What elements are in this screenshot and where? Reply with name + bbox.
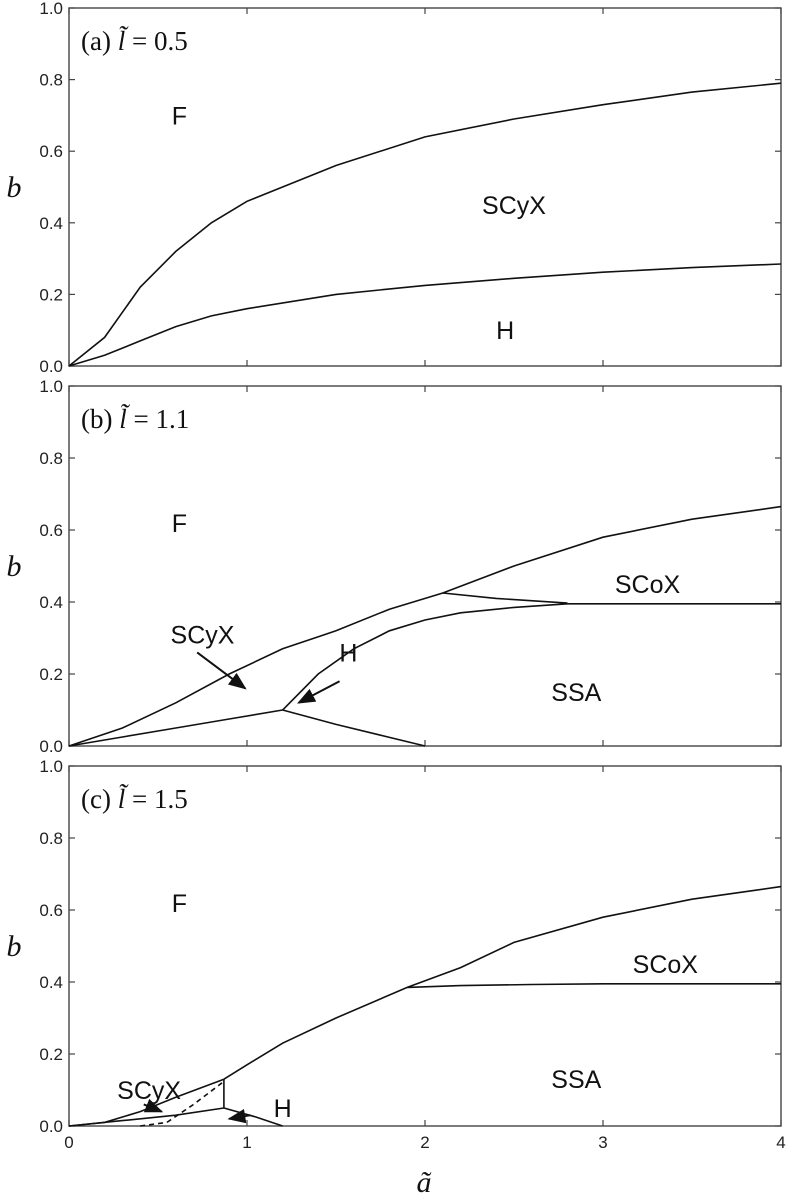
phase-boundary: [442, 592, 568, 604]
x-tick-label: 2: [420, 1133, 429, 1152]
x-tick-label: 4: [776, 1133, 785, 1152]
x-tick-label: 0: [64, 1133, 73, 1152]
phase-boundary: [68, 709, 283, 747]
pointer-arrow: [297, 680, 341, 704]
plot-frame: [68, 7, 782, 367]
panel-c: 0.0 0.2 0.4 0.6 0.8 1.0 0 1 2 3 4 b (c) l̃ = 1.5 F SCo…: [7, 757, 786, 1152]
y-tick-label: 0.2: [39, 1045, 63, 1064]
phase-boundary: [68, 263, 782, 367]
y-tick-label: 0.0: [39, 1117, 63, 1136]
l-tilde-symbol: l̃: [118, 26, 129, 56]
phase-boundary: [68, 505, 782, 747]
y-tick-label: 0.4: [39, 973, 63, 992]
region-label-h: H: [339, 639, 357, 667]
region-label-h: H: [274, 1095, 292, 1123]
y-axis-label: b: [7, 171, 22, 204]
param-value: 1.5: [154, 784, 188, 814]
panel-label: (c) l̃ = 1.5: [81, 784, 188, 814]
y-tick-label: 1.0: [39, 757, 63, 776]
l-tilde-symbol: l̃: [118, 784, 129, 814]
panel-b: 0.0 0.2 0.4 0.6 0.8 1.0 b (b) l̃ = 1.1 F SCoX SSA S…: [7, 377, 782, 756]
param-value: 1.1: [155, 404, 189, 434]
y-tick-label: 0.6: [39, 901, 63, 920]
region-label-scox: SCoX: [615, 571, 681, 599]
y-tick-label: 0.6: [39, 521, 63, 540]
phase-boundary: [68, 82, 782, 367]
phase-boundary: [282, 603, 781, 711]
y-axis-label: b: [7, 550, 22, 583]
region-label-scyx: SCyX: [117, 1077, 181, 1105]
pointer-arrow: [227, 1109, 251, 1124]
region-label-scox: SCoX: [633, 951, 699, 979]
pointer-arrow: [196, 651, 247, 690]
x-tick-label: 3: [598, 1133, 607, 1152]
plot-frame: [68, 765, 782, 1127]
phase-boundary: [282, 709, 426, 747]
y-tick-label: 0.2: [39, 665, 63, 684]
pointer-arrow: [143, 1098, 164, 1113]
region-label-f: F: [172, 102, 187, 130]
y-tick-label: 0.8: [39, 71, 63, 90]
region-label-ssa: SSA: [551, 1066, 601, 1094]
panel-label: (a) l̃ = 0.5: [81, 26, 188, 56]
plot-frame: [68, 385, 782, 747]
region-label-ssa: SSA: [551, 679, 601, 707]
y-tick-label: 0.4: [39, 593, 63, 612]
panel-label: (b) l̃ = 1.1: [81, 404, 189, 434]
y-tick-label: 0.2: [39, 285, 63, 304]
phase-boundary: [407, 983, 781, 989]
region-label-f: F: [172, 510, 187, 538]
y-tick-label: 1.0: [39, 0, 63, 18]
y-tick-label: 0.0: [39, 737, 63, 756]
region-label-h: H: [496, 317, 514, 345]
y-axis-label: b: [7, 930, 22, 963]
y-tick-label: 0.0: [39, 357, 63, 376]
l-tilde-symbol: l̃: [119, 404, 130, 434]
y-tick-label: 0.8: [39, 449, 63, 468]
x-tick-label: 1: [242, 1133, 251, 1152]
y-tick-label: 1.0: [39, 377, 63, 396]
y-tick-label: 0.6: [39, 142, 63, 161]
param-value: 0.5: [154, 26, 188, 56]
y-tick-label: 0.8: [39, 829, 63, 848]
x-axis-label: ã: [417, 1166, 432, 1199]
panel-a: 0.0 0.2 0.4 0.6 0.8 1.0 b (a) l̃ = 0.5 F SCyX H: [7, 0, 782, 376]
phase-boundary: [68, 1107, 225, 1127]
phase-boundary: [223, 885, 782, 1080]
region-label-scyx: SCyX: [482, 192, 546, 220]
region-label-scyx: SCyX: [171, 621, 235, 649]
y-tick-label: 0.4: [39, 214, 63, 233]
region-label-f: F: [172, 890, 187, 918]
phase-boundary-dashed: [140, 1082, 223, 1127]
